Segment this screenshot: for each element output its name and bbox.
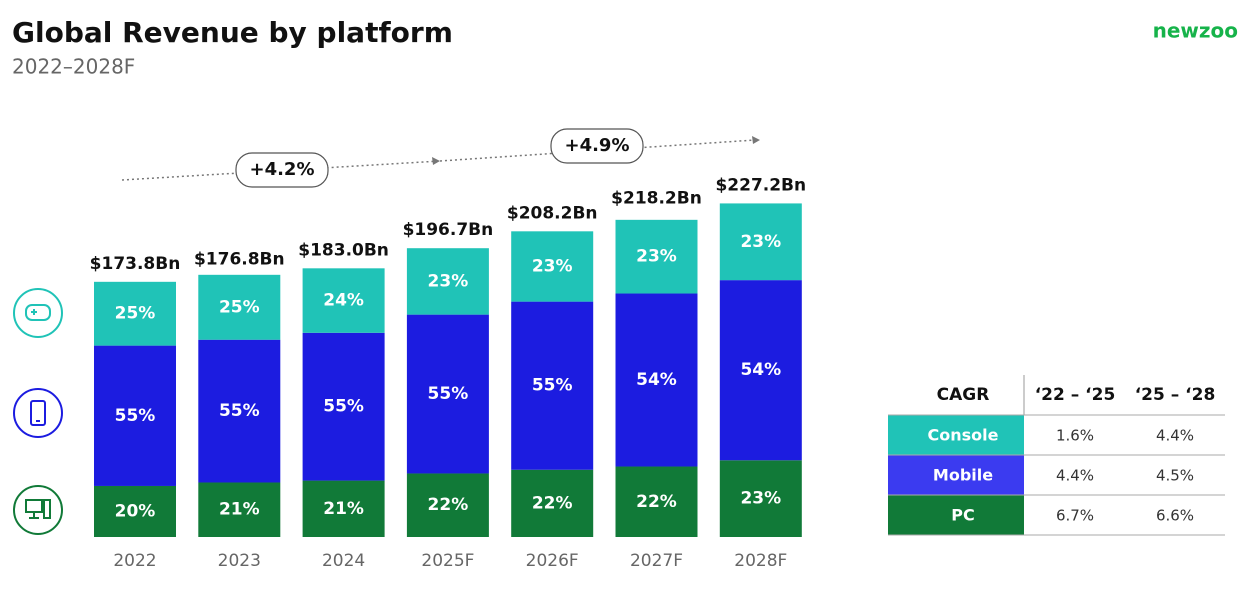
bar-segment [302, 268, 385, 333]
x-tick-label: 2023 [218, 551, 261, 571]
segment-label: 23% [428, 271, 469, 291]
x-tick-label: 2022 [113, 551, 156, 571]
row-label-cell [888, 455, 1024, 495]
bar-segment [94, 281, 176, 346]
x-tick-label: 2028F [734, 551, 787, 571]
logo: newzoo [1153, 19, 1238, 43]
title: Global Revenue by platform [12, 16, 453, 49]
row-label: Console [928, 426, 999, 445]
segment-label: 23% [532, 256, 573, 276]
bar-segment [94, 485, 176, 537]
total-label: $183.0Bn [298, 240, 389, 260]
segment-label: 23% [740, 232, 781, 252]
row-label-cell [888, 495, 1024, 535]
segment-label: 22% [532, 493, 573, 513]
bar-segment [198, 482, 281, 537]
segment-label: 22% [636, 492, 677, 512]
bar-segment [198, 339, 281, 483]
bar-segment [511, 301, 594, 470]
segment-label: 55% [219, 401, 260, 421]
bar-segment [406, 314, 489, 474]
bar-segment [302, 332, 385, 481]
row-label: PC [951, 506, 974, 525]
bar-segment [615, 219, 698, 294]
x-tick-label: 2025F [421, 551, 474, 571]
table-cell: 6.6% [1156, 507, 1194, 525]
bar-segment [719, 460, 802, 537]
annotation-box [235, 152, 329, 188]
subtitle: 2022–2028F [12, 55, 135, 79]
annotation: +4.2% [249, 159, 314, 180]
segment-label: 22% [428, 495, 469, 515]
x-tick-label: 2027F [630, 551, 683, 571]
total-label: $173.8Bn [90, 254, 181, 274]
table-cell: 4.4% [1056, 467, 1094, 485]
segment-label: 54% [636, 370, 677, 390]
row-label-cell [888, 415, 1024, 455]
table-cell: 4.4% [1156, 427, 1194, 445]
table-cell: 1.6% [1056, 427, 1094, 445]
trend-line [121, 160, 441, 181]
segment-label: 55% [323, 397, 364, 417]
table-cell: 6.7% [1056, 507, 1094, 525]
pc-icon [13, 485, 63, 535]
mobile-icon [13, 388, 63, 438]
table-header: CAGR [937, 385, 990, 405]
total-label: $176.8Bn [194, 249, 285, 269]
bar-segment [406, 248, 489, 315]
bar-segment [198, 274, 281, 340]
arrow-head [432, 157, 440, 165]
segment-label: 55% [428, 384, 469, 404]
annotation: +4.9% [564, 135, 629, 156]
segment-label: 20% [115, 501, 156, 521]
table-header: ‘22 – ‘25 [1035, 385, 1116, 405]
segment-label: 21% [219, 500, 260, 520]
arrow-head [752, 136, 760, 144]
console-icon [13, 288, 63, 338]
segment-label: 25% [219, 297, 260, 317]
bar-segment [511, 231, 594, 302]
bar-segment [615, 466, 698, 537]
bar-segment [511, 469, 594, 537]
table-cell: 4.5% [1156, 467, 1194, 485]
segment-label: 55% [115, 406, 156, 426]
total-label: $208.2Bn [507, 203, 598, 223]
x-tick-label: 2024 [322, 551, 365, 571]
total-label: $218.2Bn [611, 189, 702, 209]
total-label: $227.2Bn [715, 175, 806, 195]
segment-label: 24% [323, 291, 364, 311]
segment-label: 25% [115, 304, 156, 324]
bar-segment [719, 280, 802, 461]
segment-label: 54% [740, 360, 781, 380]
bar-segment [94, 345, 176, 486]
segment-label: 23% [740, 489, 781, 509]
bar-segment [302, 480, 385, 537]
row-label: Mobile [933, 466, 993, 485]
bar-segment [719, 203, 802, 281]
segment-label: 55% [532, 376, 573, 396]
bar-segment [615, 293, 698, 467]
segment-label: 23% [636, 247, 677, 267]
total-label: $196.7Bn [403, 220, 494, 240]
table-header: ‘25 – ‘28 [1135, 385, 1216, 405]
bar-segment [406, 473, 489, 537]
x-tick-label: 2026F [526, 551, 579, 571]
annotation-box [550, 128, 644, 164]
segment-label: 21% [323, 499, 364, 519]
